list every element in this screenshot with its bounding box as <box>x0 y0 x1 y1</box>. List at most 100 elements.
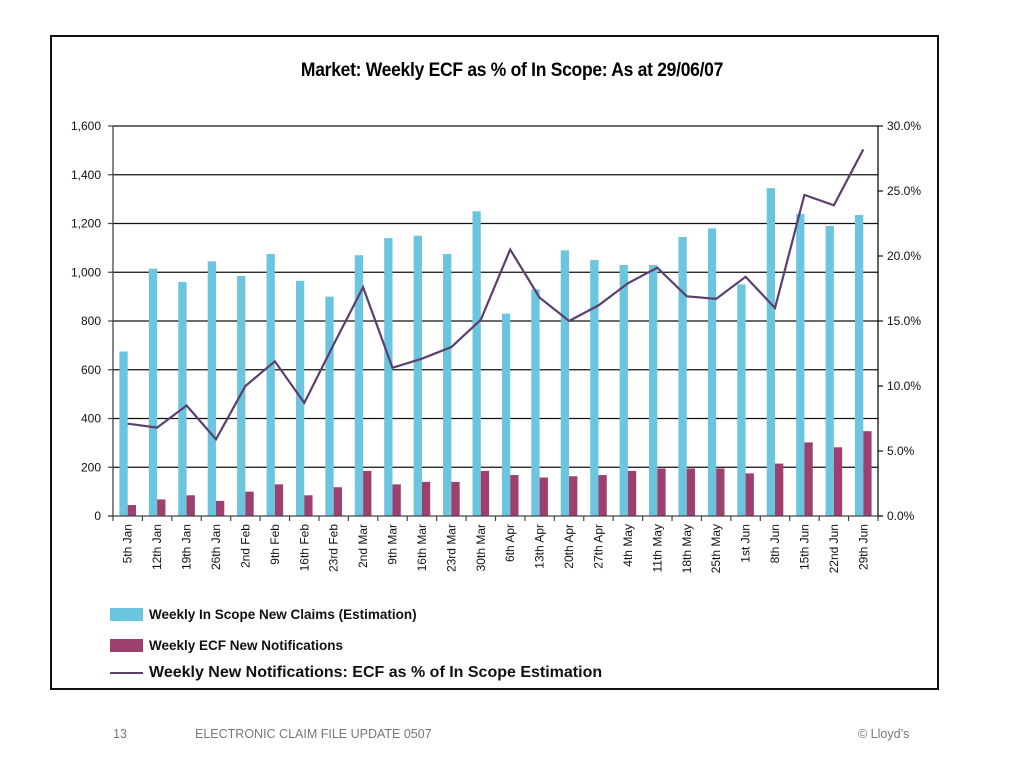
y-left-tick-label: 1,200 <box>71 217 101 231</box>
y-right-tick-label: 10.0% <box>887 379 921 393</box>
bar-ecf-notifications <box>392 484 401 516</box>
bar-in-scope-claims <box>678 236 687 516</box>
x-tick-label: 16th Mar <box>415 524 429 571</box>
bar-ecf-notifications <box>186 495 195 516</box>
y-right-tick-label: 20.0% <box>887 249 921 263</box>
footer-page-number: 13 <box>113 727 127 741</box>
bar-ecf-notifications <box>539 477 548 516</box>
bar-ecf-notifications <box>833 447 843 516</box>
legend-label: Weekly New Notifications: ECF as % of In… <box>149 664 603 681</box>
chart-frame <box>50 35 939 690</box>
x-tick-label: 18th May <box>680 524 694 573</box>
x-tick-label: 25th May <box>709 524 723 573</box>
bar-in-scope-claims <box>443 253 452 516</box>
bar-in-scope-claims <box>413 235 422 516</box>
y-right-tick-label: 15.0% <box>887 314 921 328</box>
x-tick-label: 1st Jun <box>739 524 753 563</box>
y-left-tick-label: 1,000 <box>71 265 101 279</box>
y-left-tick-label: 600 <box>81 363 101 377</box>
bar-ecf-notifications <box>304 495 313 516</box>
legend-item-ecf-notifications: Weekly ECF New Notifications <box>110 638 343 653</box>
bar-ecf-notifications <box>274 484 284 516</box>
legend-swatch-magenta <box>110 639 143 652</box>
bar-in-scope-claims <box>148 268 158 516</box>
bar-in-scope-claims <box>178 282 187 516</box>
x-tick-label: 9th Mar <box>386 524 400 565</box>
bar-ecf-notifications <box>157 499 166 516</box>
bar-ecf-notifications <box>775 463 784 516</box>
y-left-tick-label: 1,400 <box>71 168 101 182</box>
bar-in-scope-claims <box>266 253 275 516</box>
x-tick-label: 9th Feb <box>268 524 282 565</box>
x-tick-label: 13th Apr <box>533 524 547 569</box>
line-series <box>127 148 865 442</box>
bar-ecf-notifications <box>127 505 137 516</box>
bar-ecf-notifications <box>480 470 490 516</box>
y-right-tick-label: 0.0% <box>887 509 915 523</box>
gridlines <box>113 125 878 468</box>
bar-ecf-notifications <box>569 476 578 516</box>
bar-in-scope-claims <box>119 351 128 516</box>
chart-title: Market: Weekly ECF as % of In Scope: As … <box>300 60 724 81</box>
bar-ecf-notifications <box>657 468 666 516</box>
bar-in-scope-claims <box>354 255 364 516</box>
y-left-tick-label: 0 <box>94 509 101 523</box>
x-tick-label: 29th Jun <box>856 524 870 570</box>
x-tick-label: 20th Apr <box>562 524 576 569</box>
bar-ecf-notifications <box>333 487 342 516</box>
legend-item-ecf-percent: Weekly New Notifications: ECF as % of In… <box>110 664 602 682</box>
bar-ecf-notifications <box>510 475 519 516</box>
y-right-tick-label: 30.0% <box>887 119 921 133</box>
bar-in-scope-claims <box>766 188 776 516</box>
axes <box>108 125 883 521</box>
y-left-tick-label: 400 <box>81 412 101 426</box>
x-tick-label: 2nd Mar <box>356 524 370 568</box>
bar-ecf-notifications <box>716 468 725 516</box>
bar-ecf-notifications <box>627 470 637 516</box>
tick-labels: 0 200 400 600 800 1,000 1,200 1,400 1,600 0.0% 5.0… <box>71 119 921 573</box>
bar-ecf-notifications <box>804 442 813 516</box>
bar-ecf-notifications <box>363 470 372 516</box>
x-tick-label: 11th May <box>650 524 664 572</box>
bar-ecf-notifications <box>745 473 754 516</box>
x-tick-label: 16th Feb <box>297 524 311 572</box>
y-left-tick-label: 1,600 <box>71 119 101 133</box>
bar-in-scope-claims <box>384 238 393 516</box>
bar-in-scope-claims <box>649 264 658 516</box>
legend-item-in-scope-claims: Weekly In Scope New Claims (Estimation) <box>110 607 417 622</box>
x-tick-label: 27th Apr <box>591 524 605 569</box>
x-tick-label: 2nd Feb <box>238 524 252 568</box>
bar-in-scope-claims <box>325 296 334 516</box>
bar-in-scope-claims <box>707 228 717 516</box>
footer-document-title: ELECTRONIC CLAIM FILE UPDATE 0507 <box>195 727 432 741</box>
line-ecf-percent <box>127 148 865 442</box>
bar-in-scope-claims <box>796 213 805 516</box>
bar-ecf-notifications <box>863 431 872 516</box>
x-tick-label: 22nd Jun <box>827 524 841 573</box>
bar-ecf-notifications <box>686 468 696 516</box>
y-left-tick-label: 200 <box>81 460 101 474</box>
bar-in-scope-claims <box>737 284 746 516</box>
x-tick-label: 23rd Mar <box>444 524 458 572</box>
legend-swatch-blue <box>110 608 143 621</box>
x-tick-label: 15th Jun <box>797 524 811 570</box>
footer-copyright: © Lloyd’s <box>858 727 910 741</box>
bar-in-scope-claims <box>590 260 599 516</box>
bar-in-scope-claims <box>560 250 570 516</box>
bar-in-scope-claims <box>472 211 481 516</box>
x-tick-label: 19th Jan <box>180 524 194 570</box>
x-tick-label: 4th May <box>621 524 635 567</box>
y-right-tick-label: 25.0% <box>887 184 921 198</box>
bar-in-scope-claims <box>237 275 246 516</box>
legend-swatch-line <box>110 672 143 674</box>
x-tick-label: 6th Apr <box>503 524 517 562</box>
bar-ecf-notifications <box>451 481 460 516</box>
bar-in-scope-claims <box>854 214 864 516</box>
bar-ecf-notifications <box>245 491 254 516</box>
bar-in-scope-claims <box>619 264 628 516</box>
y-left-tick-label: 800 <box>81 314 101 328</box>
bar-in-scope-claims <box>207 261 216 516</box>
x-tick-label: 30th Mar <box>474 524 488 571</box>
x-tick-label: 5th Jan <box>121 524 135 563</box>
